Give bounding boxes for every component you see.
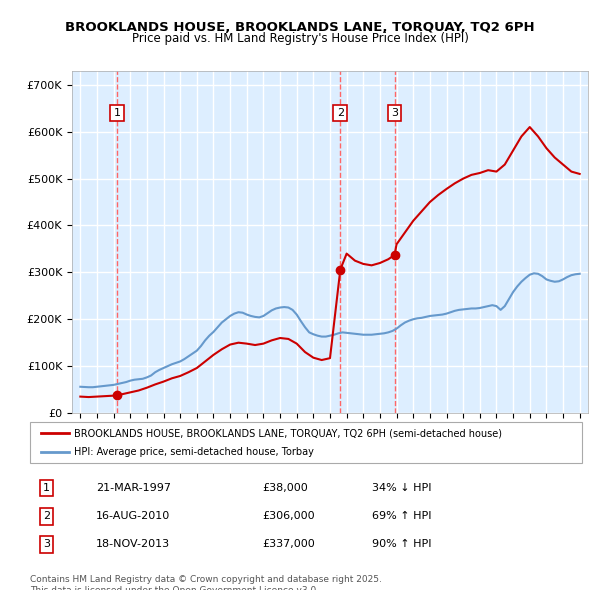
Text: 3: 3 [391,108,398,118]
Text: 1: 1 [43,483,50,493]
Text: £306,000: £306,000 [262,512,314,521]
Text: 21-MAR-1997: 21-MAR-1997 [96,483,171,493]
Text: 18-NOV-2013: 18-NOV-2013 [96,539,170,549]
Text: 2: 2 [43,512,50,521]
Text: 2: 2 [337,108,344,118]
Text: 16-AUG-2010: 16-AUG-2010 [96,512,170,521]
Text: 1: 1 [114,108,121,118]
Text: HPI: Average price, semi-detached house, Torbay: HPI: Average price, semi-detached house,… [74,447,314,457]
Text: £38,000: £38,000 [262,483,308,493]
FancyBboxPatch shape [30,422,582,463]
Text: BROOKLANDS HOUSE, BROOKLANDS LANE, TORQUAY, TQ2 6PH (semi-detached house): BROOKLANDS HOUSE, BROOKLANDS LANE, TORQU… [74,428,502,438]
Text: 3: 3 [43,539,50,549]
Text: Price paid vs. HM Land Registry's House Price Index (HPI): Price paid vs. HM Land Registry's House … [131,32,469,45]
Text: 90% ↑ HPI: 90% ↑ HPI [372,539,432,549]
Text: 69% ↑ HPI: 69% ↑ HPI [372,512,432,521]
Text: 34% ↓ HPI: 34% ↓ HPI [372,483,432,493]
Text: Contains HM Land Registry data © Crown copyright and database right 2025.
This d: Contains HM Land Registry data © Crown c… [30,575,382,590]
Text: £337,000: £337,000 [262,539,314,549]
Text: BROOKLANDS HOUSE, BROOKLANDS LANE, TORQUAY, TQ2 6PH: BROOKLANDS HOUSE, BROOKLANDS LANE, TORQU… [65,21,535,34]
